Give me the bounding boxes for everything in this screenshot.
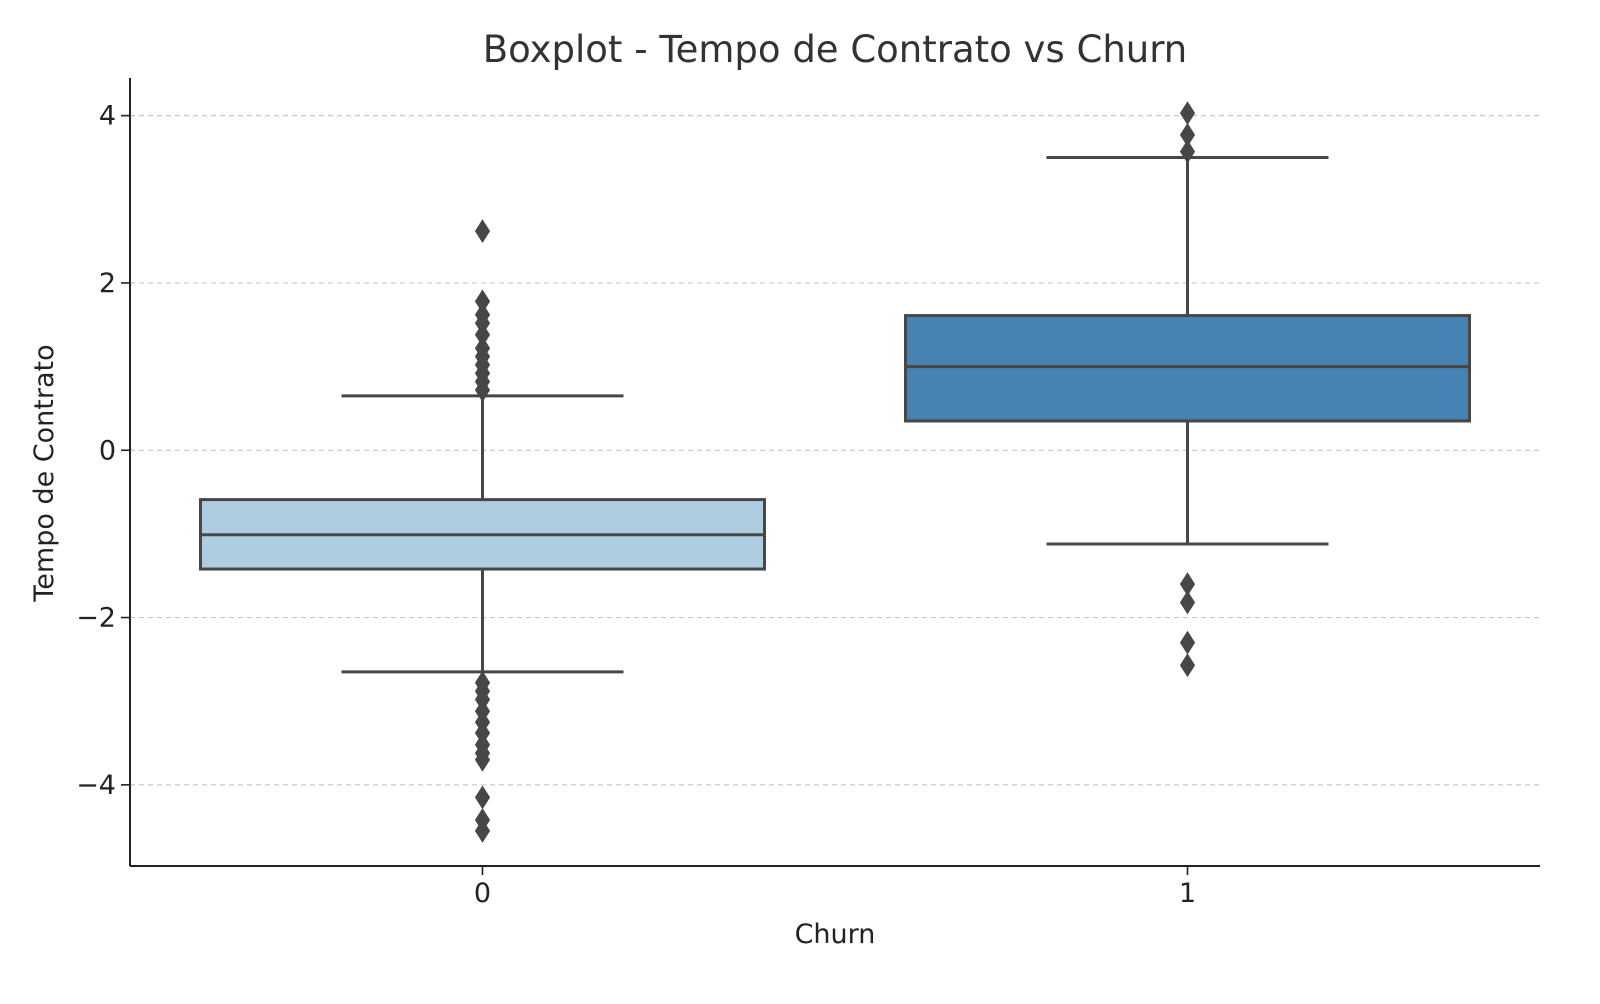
outlier-point <box>1179 590 1196 615</box>
x-tick-label: 1 <box>1179 878 1196 909</box>
x-axis-label: Churn <box>795 919 876 950</box>
y-tick-label: 2 <box>99 268 116 299</box>
outlier-point <box>474 785 491 810</box>
outlier-point <box>1179 630 1196 655</box>
y-tick-label: 4 <box>99 101 116 132</box>
grid-lines <box>130 115 1540 786</box>
outlier-point <box>474 747 491 772</box>
y-axis-label: Tempo de Contrato <box>29 344 60 602</box>
x-tick-label: 0 <box>474 878 491 909</box>
box-group-1 <box>904 101 1471 678</box>
y-tick-label: −2 <box>76 603 116 634</box>
y-tick-label: 0 <box>99 435 116 466</box>
axes <box>129 78 1540 867</box>
outlier-point <box>474 219 491 244</box>
outlier-point <box>1179 101 1196 126</box>
outlier-point <box>474 378 491 402</box>
y-tick-label: −4 <box>76 770 116 801</box>
outlier-point <box>474 818 491 843</box>
box-body <box>904 314 1471 423</box>
tick-labels: 4 2 0 −2 −4 0 1 <box>76 101 1196 909</box>
boxes <box>199 101 1471 843</box>
outlier-point <box>1179 139 1196 164</box>
chart-title: Boxplot - Tempo de Contrato vs Churn <box>483 28 1187 71</box>
outlier-point <box>1179 653 1196 678</box>
box-group-0 <box>199 219 766 843</box>
